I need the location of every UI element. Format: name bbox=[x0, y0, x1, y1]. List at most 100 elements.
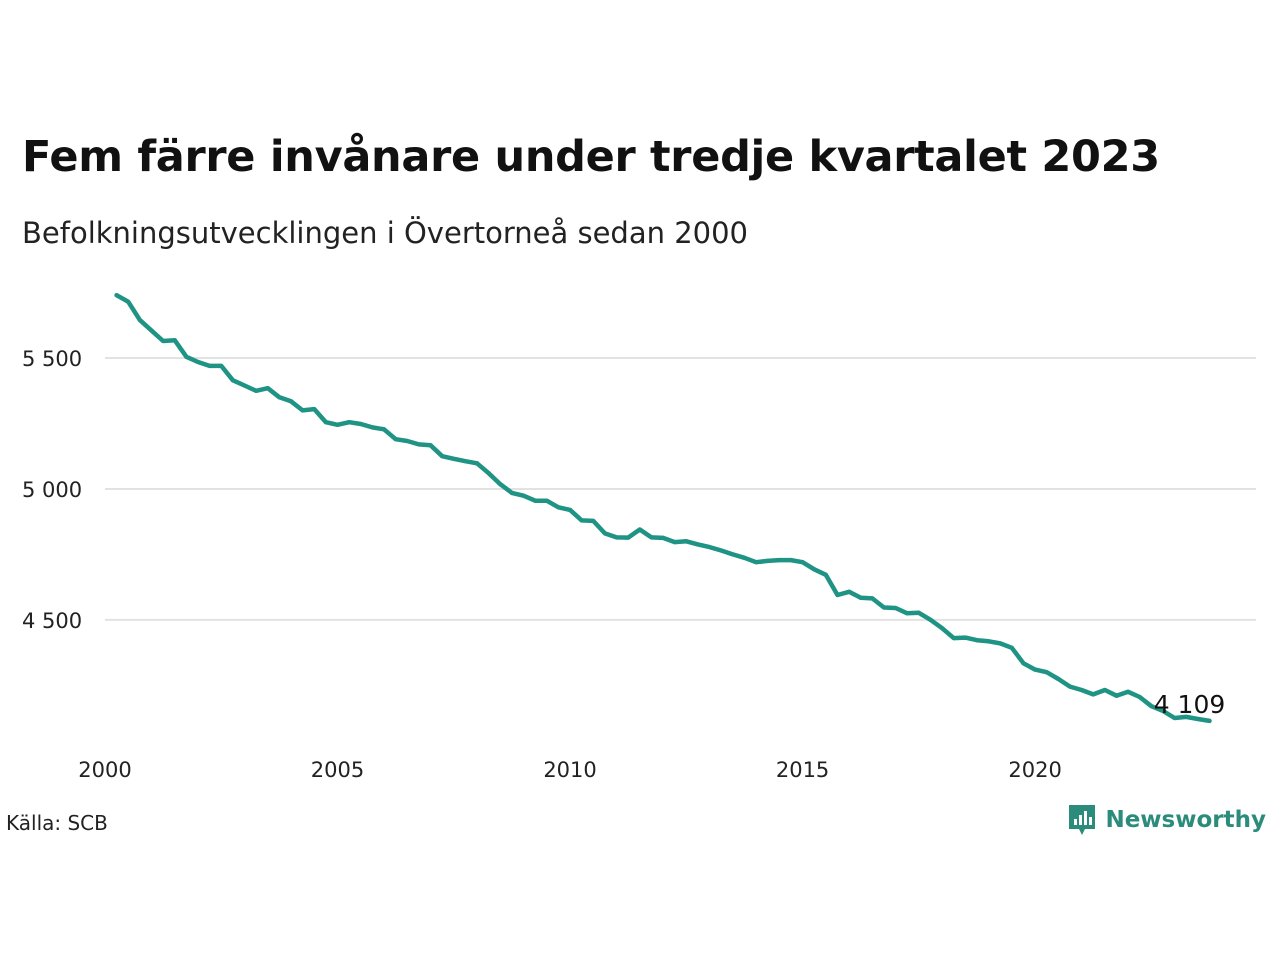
data-point bbox=[463, 459, 468, 464]
data-point bbox=[684, 539, 689, 544]
data-point bbox=[649, 535, 654, 540]
data-point bbox=[114, 293, 119, 298]
data-point bbox=[440, 454, 445, 459]
data-point bbox=[719, 548, 724, 553]
brand-logo: Newsworthy bbox=[1067, 803, 1266, 837]
data-point bbox=[661, 535, 666, 540]
data-point bbox=[754, 560, 759, 565]
data-point bbox=[940, 626, 945, 631]
x-axis-ticks: 2000 2005 2010 2015 2020 bbox=[78, 758, 1062, 782]
y-tick-label: 5 000 bbox=[22, 478, 82, 502]
data-point bbox=[626, 535, 631, 540]
data-point bbox=[823, 572, 828, 577]
data-point bbox=[974, 638, 979, 643]
x-tick-label: 2005 bbox=[311, 758, 364, 782]
data-point bbox=[1184, 714, 1189, 719]
data-point bbox=[1160, 708, 1165, 713]
data-point bbox=[916, 610, 921, 615]
data-point bbox=[347, 420, 352, 425]
data-point bbox=[1033, 667, 1038, 672]
brand-name: Newsworthy bbox=[1105, 807, 1266, 833]
data-point bbox=[1195, 717, 1200, 722]
data-point bbox=[289, 399, 294, 404]
data-point bbox=[1102, 687, 1107, 692]
data-point bbox=[695, 542, 700, 547]
data-point bbox=[765, 558, 770, 563]
y-axis-ticks: 4 500 5 000 5 500 bbox=[22, 347, 82, 633]
data-point bbox=[451, 456, 456, 461]
data-point bbox=[358, 422, 363, 427]
grid-lines bbox=[105, 357, 1256, 621]
data-point bbox=[428, 443, 433, 448]
data-point bbox=[196, 359, 201, 364]
data-point bbox=[847, 589, 852, 594]
data-point bbox=[254, 388, 259, 393]
data-point bbox=[1021, 661, 1026, 666]
data-point bbox=[405, 439, 410, 444]
data-point bbox=[858, 595, 863, 600]
source-note: Källa: SCB bbox=[6, 811, 108, 835]
data-point bbox=[707, 545, 712, 550]
data-point bbox=[277, 395, 282, 400]
data-point bbox=[230, 378, 235, 383]
data-point bbox=[509, 490, 514, 495]
data-point bbox=[265, 386, 270, 391]
data-point bbox=[1149, 704, 1154, 709]
data-point bbox=[1114, 693, 1119, 698]
chart-title: Fem färre invånare under tredje kvartale… bbox=[22, 132, 1160, 182]
data-point bbox=[870, 596, 875, 601]
data-point bbox=[893, 606, 898, 611]
data-point bbox=[370, 425, 375, 430]
data-point bbox=[928, 617, 933, 622]
data-point bbox=[207, 363, 212, 368]
data-point bbox=[335, 422, 340, 427]
end-value-label: 4 109 bbox=[1154, 690, 1226, 719]
data-point bbox=[788, 558, 793, 563]
x-tick-label: 2015 bbox=[776, 758, 829, 782]
data-point bbox=[137, 318, 142, 323]
data-point bbox=[637, 527, 642, 532]
x-tick-label: 2020 bbox=[1008, 758, 1061, 782]
x-tick-label: 2000 bbox=[78, 758, 131, 782]
data-point bbox=[800, 560, 805, 565]
data-point bbox=[963, 635, 968, 640]
line-chart: 4 500 5 000 5 500 2000 2005 2010 2015 2020 4 1… bbox=[22, 292, 1256, 782]
data-point bbox=[951, 636, 956, 641]
data-point bbox=[579, 518, 584, 523]
data-point bbox=[486, 471, 491, 476]
data-point bbox=[382, 427, 387, 432]
data-point bbox=[544, 498, 549, 503]
data-point bbox=[1044, 670, 1049, 675]
data-point bbox=[475, 461, 480, 466]
y-tick-label: 5 500 bbox=[22, 347, 82, 371]
data-point bbox=[1056, 676, 1061, 681]
newsworthy-logo-icon bbox=[1069, 805, 1096, 835]
data-point bbox=[149, 328, 154, 333]
data-point bbox=[533, 498, 538, 503]
data-point bbox=[777, 558, 782, 563]
data-point bbox=[300, 408, 305, 413]
data-point bbox=[602, 531, 607, 536]
data-point bbox=[568, 507, 573, 512]
series-layer bbox=[114, 292, 1212, 724]
data-point bbox=[161, 339, 166, 344]
data-point bbox=[835, 592, 840, 597]
data-point bbox=[184, 354, 189, 359]
data-point bbox=[1079, 687, 1084, 692]
data-point bbox=[219, 363, 224, 368]
data-point bbox=[556, 505, 561, 510]
data-point bbox=[416, 442, 421, 447]
data-point bbox=[591, 518, 596, 523]
data-point bbox=[498, 482, 503, 487]
data-point bbox=[881, 605, 886, 610]
data-point bbox=[172, 338, 177, 343]
x-tick-label: 2010 bbox=[543, 758, 596, 782]
chart-subtitle: Befolkningsutvecklingen i Övertorneå sed… bbox=[22, 216, 749, 250]
y-tick-label: 4 500 bbox=[22, 609, 82, 633]
data-point bbox=[1172, 715, 1177, 720]
data-point bbox=[1067, 684, 1072, 689]
data-point bbox=[1091, 692, 1096, 697]
data-point bbox=[242, 383, 247, 388]
data-point bbox=[812, 567, 817, 572]
data-point bbox=[742, 555, 747, 560]
